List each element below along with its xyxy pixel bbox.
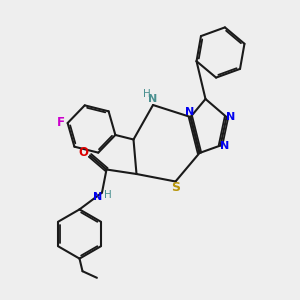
Text: N: N: [185, 107, 194, 117]
Text: H: H: [143, 89, 151, 99]
Text: N: N: [93, 192, 102, 202]
Text: F: F: [57, 116, 65, 129]
Text: N: N: [220, 141, 229, 151]
Text: S: S: [172, 181, 181, 194]
Text: N: N: [226, 112, 235, 122]
Text: N: N: [148, 94, 157, 104]
Text: H: H: [104, 190, 112, 200]
Text: O: O: [78, 146, 88, 160]
